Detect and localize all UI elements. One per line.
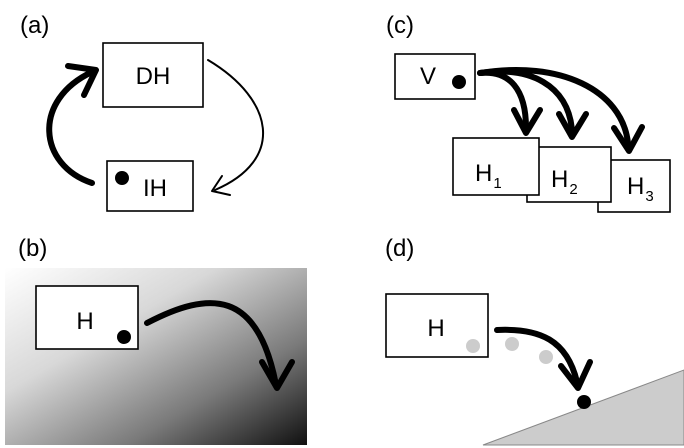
panel-d: (d) H	[385, 235, 684, 446]
box-h-b-label: H	[76, 308, 93, 335]
arrow-ih-to-dh-head	[65, 63, 99, 98]
box-h1-letter: H	[475, 160, 492, 187]
box-h2	[526, 146, 612, 203]
box-ih	[106, 160, 194, 212]
ball-v	[452, 75, 466, 89]
box-h2-label: H2	[551, 166, 578, 198]
panel-c: (c) V H1 H2 H3	[386, 12, 671, 213]
box-v-label: V	[420, 63, 436, 90]
arrow-v-to-h2-head	[556, 111, 589, 140]
arrow-ih-to-dh	[46, 69, 95, 186]
box-h-d-label: H	[427, 315, 444, 342]
box-h3-label: H3	[627, 173, 654, 205]
box-ih-label: IH	[143, 175, 167, 202]
panel-a-label: (a)	[20, 12, 49, 39]
ball-b	[117, 330, 131, 344]
panel-b: (b) H	[5, 235, 307, 445]
arrow-v-to-h3-head	[611, 124, 645, 154]
panel-a: (a) DH IH	[20, 12, 265, 212]
arrow-d-head	[558, 359, 593, 391]
box-h3-sub: 3	[645, 188, 653, 205]
box-h1	[452, 137, 540, 196]
panel-b-label: (b)	[18, 235, 47, 262]
ball-ih	[115, 171, 129, 185]
ghost-ball-2	[505, 337, 519, 351]
box-h3-letter: H	[627, 173, 644, 200]
arrow-d	[494, 326, 580, 385]
box-dh-label: DH	[136, 63, 171, 90]
ghost-ball-1	[466, 339, 480, 353]
panel-c-label: (c)	[386, 12, 414, 39]
ghost-ball-3	[539, 350, 553, 364]
box-h1-sub: 1	[493, 175, 501, 192]
arrow-dh-to-ih	[207, 59, 265, 191]
arrow-dh-to-ih-head	[211, 175, 231, 196]
box-h2-sub: 2	[569, 181, 577, 198]
arrow-v-to-h3	[477, 67, 631, 146]
panel-d-label: (d)	[385, 235, 414, 262]
box-v	[394, 53, 476, 100]
arrow-v-to-h1-head	[511, 107, 543, 136]
arrow-b-head	[259, 359, 295, 391]
box-h2-letter: H	[551, 166, 568, 193]
box-dh	[102, 42, 204, 108]
box-h1-label: H1	[475, 160, 502, 192]
ball-d	[577, 395, 591, 409]
arrow-b	[144, 300, 279, 388]
